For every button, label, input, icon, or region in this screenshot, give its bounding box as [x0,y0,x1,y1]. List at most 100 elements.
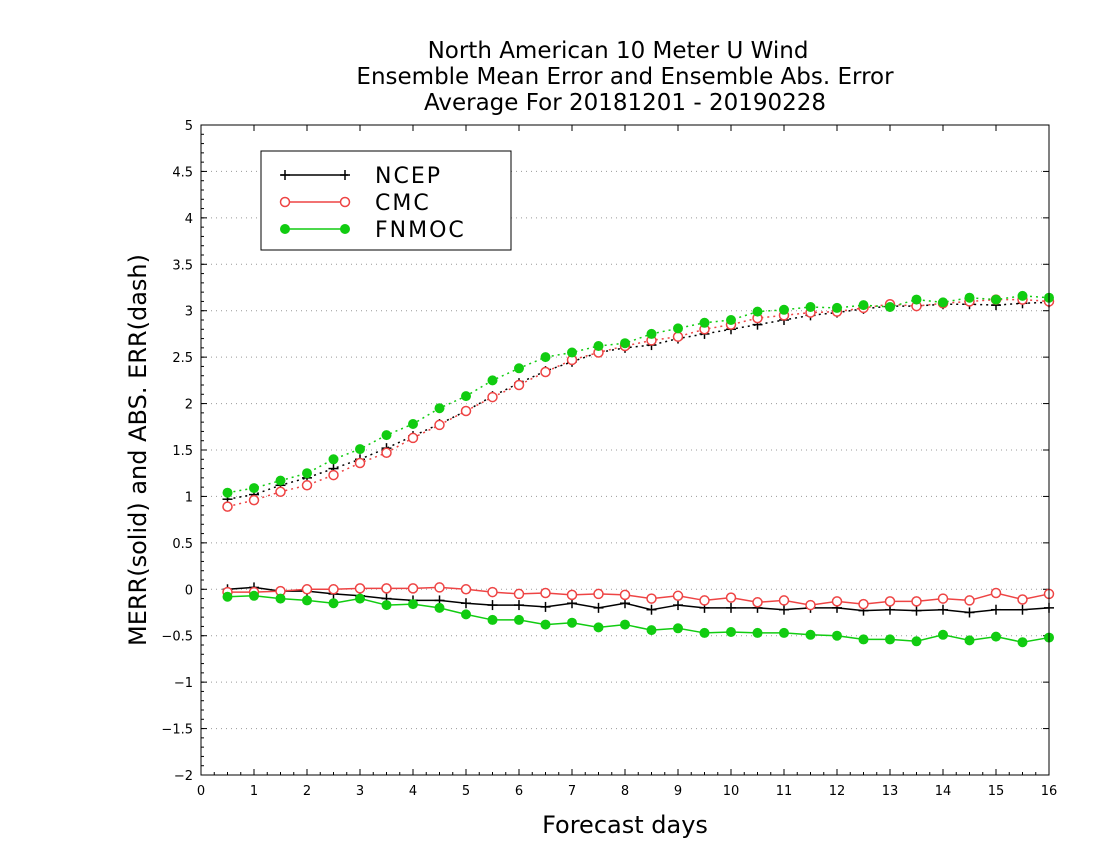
cmc-merr-point [513,588,525,600]
series-ncep [222,297,1054,618]
fnmoc-abs-err-point [620,338,630,349]
y-tick-label: 3.5 [172,258,193,273]
x-tick-label: 13 [882,784,899,799]
fnmoc-abs-err-point [408,419,418,429]
cmc-merr-point [540,587,551,599]
cmc-abs-err-point [434,419,445,431]
fnmoc-merr-point [328,598,339,609]
fnmoc-merr-point [434,602,445,613]
cmc-abs-err-point [275,486,286,498]
legend-box [260,150,512,251]
fnmoc-abs-err-point [938,297,948,308]
x-tick-label: 6 [515,784,523,799]
fnmoc-merr-point [726,627,736,637]
y-tick-label: 0 [185,583,193,598]
x-tick-label: 16 [1041,784,1058,799]
ncep-merr-point [911,605,922,616]
cmc-merr-point [858,598,869,610]
y-tick-label: 4 [185,212,193,227]
cmc-merr-point [646,593,657,604]
cmc-merr-point [407,583,419,594]
axis-ticks: 54.543.532.521.510.50−0.5−1−1.5−20 1 2 3 4 5 6… [161,119,1057,799]
x-tick-label: 1 [250,784,258,799]
fnmoc-merr-point [911,636,922,647]
legend-marker-fnmoc [340,224,350,234]
ncep-merr-point [514,600,524,611]
x-axis-label: Forecast days [542,811,708,839]
fnmoc-abs-err-point [911,294,922,305]
fnmoc-merr-point [408,599,418,610]
cmc-merr-line [227,586,1050,606]
x-tick-label: 3 [356,784,364,799]
fnmoc-merr-point [779,627,789,638]
chart-title: North American 10 Meter U Wind Ensemble … [356,38,894,116]
fnmoc-merr-point [1017,637,1028,648]
fnmoc-abs-err-line [227,295,1050,494]
fnmoc-abs-err-point [222,487,233,498]
x-tick-label: 8 [621,784,629,799]
fnmoc-merr-point [620,619,630,630]
y-tick-label: 0.5 [172,537,193,552]
cmc-merr-point [619,589,631,601]
y-tick-label: 2.5 [172,351,193,366]
y-tick-label: 1.5 [172,444,193,459]
fnmoc-merr-point [964,635,975,646]
fnmoc-merr-point [699,627,710,638]
y-tick-label: 4.5 [172,165,193,180]
ncep-merr-point [1017,604,1028,615]
fnmoc-abs-err-point [726,315,736,325]
fnmoc-abs-err-point [646,328,657,339]
fnmoc-abs-err-point [593,341,604,351]
ncep-merr-point [646,604,657,615]
x-tick-label: 0 [197,784,205,799]
series-cmc [222,294,1055,611]
cmc-merr-point [381,583,392,594]
fnmoc-merr-point [302,595,312,606]
fnmoc-merr-point [381,600,392,611]
cmc-abs-err-point [540,366,551,378]
cmc-merr-point [964,595,975,606]
fnmoc-abs-err-point [858,300,869,311]
fnmoc-abs-err-point [805,302,816,312]
legend-marker-ncep [340,170,350,180]
fnmoc-abs-err-point [514,363,524,374]
fnmoc-abs-err-point [355,444,365,455]
ncep-merr-point [673,600,683,611]
fnmoc-abs-err-point [567,347,577,358]
series [222,290,1055,648]
fnmoc-abs-err-point [275,475,286,486]
fnmoc-abs-err-point [1017,290,1028,301]
x-tick-label: 14 [935,784,952,799]
cmc-abs-err-point [301,480,313,491]
legend-label-ncep: NCEP [375,164,442,189]
cmc-abs-err-point [513,379,525,391]
cmc-merr-point [805,599,816,611]
title-line-1: North American 10 Meter U Wind [428,38,809,64]
cmc-abs-err-point [222,501,233,512]
series-fnmoc [222,290,1054,648]
x-tick-label: 4 [409,784,417,799]
ncep-merr-point [991,604,1001,615]
fnmoc-merr-point [514,614,524,625]
cmc-abs-err-point [248,494,260,506]
fnmoc-merr-point [355,593,365,604]
fnmoc-merr-point [487,614,498,625]
y-tick-label: −1.5 [161,723,193,738]
y-tick-label: −1 [174,676,193,691]
fnmoc-abs-err-point [540,352,551,363]
y-axis-label: MERR(solid) and ABS. ERR(dash) [124,254,152,646]
cmc-merr-point [1017,594,1028,605]
fnmoc-merr-point [275,593,286,604]
legend-marker-cmc [339,196,351,208]
cmc-merr-point [778,595,790,606]
ncep-merr-point [487,600,498,611]
plot-frame [200,124,1050,776]
cmc-merr-point [328,584,339,595]
fnmoc-merr-point [646,625,657,636]
cmc-merr-point [566,589,578,601]
grid [201,170,1049,730]
fnmoc-merr-point [673,623,683,634]
fnmoc-merr-point [752,627,763,638]
fnmoc-abs-err-point [461,391,471,402]
fnmoc-abs-err-point [249,483,259,494]
